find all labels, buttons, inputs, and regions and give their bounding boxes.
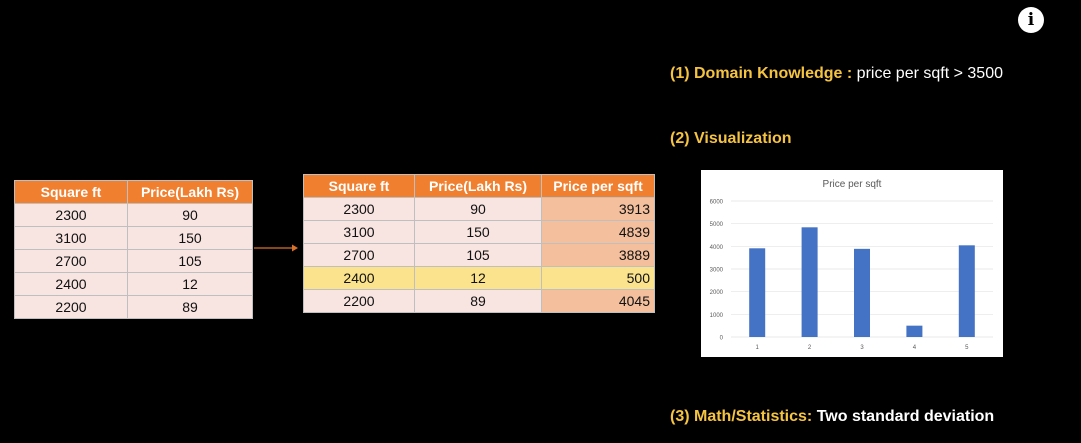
table-cell: 150	[414, 220, 542, 244]
y-tick-label: 4000	[710, 245, 724, 251]
column-header: Square ft	[14, 180, 128, 204]
table-cell: 3913	[541, 197, 655, 221]
table-row: 2300 90	[14, 203, 253, 227]
y-tick-label: 6000	[710, 200, 724, 206]
info-icon[interactable]: i	[1018, 7, 1044, 33]
point-visualization: (2) Visualization	[670, 130, 792, 148]
table-cell: 2300	[303, 197, 415, 221]
table-row: 2400 12	[14, 272, 253, 296]
bar	[801, 227, 818, 337]
table-cell: 4045	[541, 289, 655, 313]
point-text: Two standard deviation	[812, 408, 995, 425]
bar	[854, 248, 870, 337]
price-per-sqft-table: Square ft Price(Lakh Rs) Price per sqft …	[303, 174, 655, 313]
table-cell: 2400	[14, 272, 128, 296]
arrow-right-icon	[254, 244, 298, 252]
table-row: 2700 105	[14, 249, 253, 273]
table-cell: 12	[414, 266, 542, 290]
table-cell: 105	[127, 249, 253, 273]
table-header-row: Square ft Price(Lakh Rs)	[14, 180, 253, 204]
table-cell: 2700	[14, 249, 128, 273]
table-cell: 89	[127, 295, 253, 319]
x-tick-label: 4	[913, 345, 917, 351]
table-cell: 2700	[303, 243, 415, 267]
point-heading: (1) Domain Knowledge :	[670, 65, 853, 82]
y-tick-label: 5000	[710, 222, 724, 228]
table-cell: 2200	[303, 289, 415, 313]
table-header-row: Square ft Price(Lakh Rs) Price per sqft	[303, 174, 655, 198]
bar-chart: Price per sqft 0 1000 2000 3000 4000 5000 6000…	[701, 170, 1003, 357]
bar	[958, 245, 975, 337]
column-header: Price per sqft	[541, 174, 655, 198]
point-heading: (2) Visualization	[670, 130, 792, 147]
table-cell: 3100	[303, 220, 415, 244]
chart-title: Price per sqft	[823, 179, 882, 190]
x-tick-label: 2	[808, 345, 812, 351]
table-row: 2200 89 4045	[303, 289, 655, 313]
point-domain-knowledge: (1) Domain Knowledge : price per sqft > …	[670, 65, 1003, 83]
table-cell: 2400	[303, 266, 415, 290]
highlighted-outlier-row: 2400 12 500	[303, 266, 655, 290]
point-text: price per sqft > 3500	[852, 65, 1003, 82]
x-tick-label: 5	[965, 345, 969, 351]
table-cell: 3100	[14, 226, 128, 250]
bar	[906, 325, 923, 337]
table-cell: 105	[414, 243, 542, 267]
table-row: 2700 105 3889	[303, 243, 655, 267]
x-tick-label: 3	[860, 345, 864, 351]
source-table: Square ft Price(Lakh Rs) 2300 90 3100 15…	[14, 180, 253, 319]
table-cell: 2300	[14, 203, 128, 227]
y-tick-label: 3000	[710, 268, 724, 274]
y-tick-label: 2000	[710, 290, 724, 296]
point-math-statistics: (3) Math/Statistics: Two standard deviat…	[670, 408, 994, 426]
table-row: 2200 89	[14, 295, 253, 319]
table-cell: 150	[127, 226, 253, 250]
table-cell: 89	[414, 289, 542, 313]
table-row: 3100 150	[14, 226, 253, 250]
y-tick-label: 0	[720, 336, 724, 342]
column-header: Price(Lakh Rs)	[414, 174, 542, 198]
y-tick-label: 1000	[710, 313, 724, 319]
table-cell: 2200	[14, 295, 128, 319]
bar-chart-svg: Price per sqft 0 1000 2000 3000 4000 5000 6000…	[710, 179, 993, 351]
table-row: 2300 90 3913	[303, 197, 655, 221]
bar	[749, 248, 766, 337]
table-cell: 4839	[541, 220, 655, 244]
table-cell: 500	[541, 266, 655, 290]
x-tick-label: 1	[756, 345, 760, 351]
table-cell: 90	[127, 203, 253, 227]
point-heading: (3) Math/Statistics:	[670, 408, 813, 425]
table-cell: 3889	[541, 243, 655, 267]
column-header: Price(Lakh Rs)	[127, 180, 253, 204]
table-cell: 12	[127, 272, 253, 296]
table-cell: 90	[414, 197, 542, 221]
column-header: Square ft	[303, 174, 415, 198]
table-row: 3100 150 4839	[303, 220, 655, 244]
